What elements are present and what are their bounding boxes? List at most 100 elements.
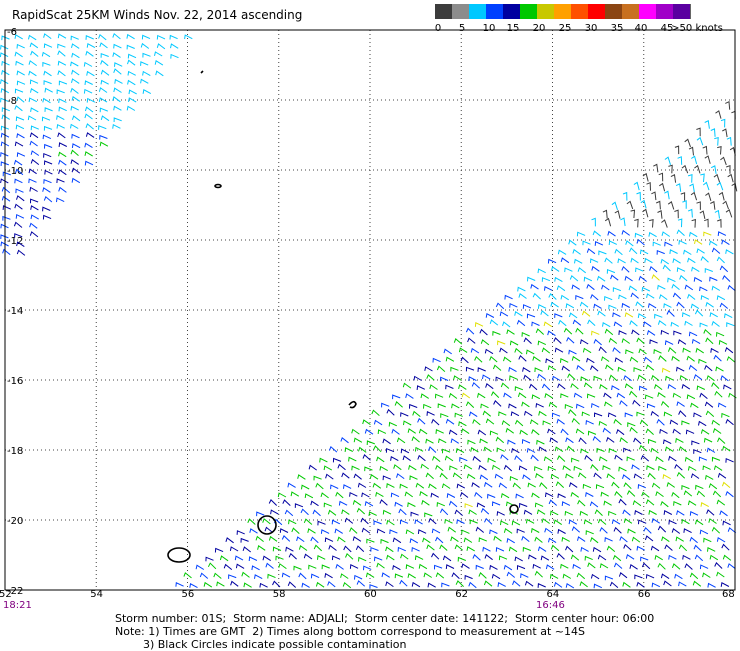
wind-barb — [517, 392, 527, 399]
wind-barb — [614, 491, 623, 498]
wind-barb — [585, 419, 594, 425]
wind-barb — [607, 230, 616, 237]
wind-barb — [630, 209, 636, 219]
wind-barb — [15, 124, 25, 130]
wind-barb — [639, 385, 648, 391]
wind-barb — [684, 284, 694, 291]
wind-barb — [692, 580, 702, 587]
wind-barb — [390, 456, 399, 462]
wind-barb — [345, 552, 354, 560]
wind-barb — [399, 483, 408, 489]
wind-barb — [490, 391, 500, 398]
wind-barb — [602, 465, 611, 470]
wind-barb — [645, 394, 654, 400]
wind-barb — [590, 258, 599, 264]
wind-barb — [508, 366, 517, 373]
wind-barb — [114, 62, 123, 67]
wind-barb — [376, 456, 385, 463]
wind-barb — [472, 455, 481, 463]
wind-barb — [706, 509, 715, 516]
wind-barb — [547, 330, 556, 337]
wind-barb — [569, 482, 578, 488]
wind-barb — [674, 209, 679, 219]
wind-barb — [522, 304, 532, 309]
wind-barb — [56, 89, 65, 95]
wind-barb — [489, 430, 499, 436]
wind-barb — [437, 403, 446, 409]
wind-barb — [29, 222, 38, 229]
wind-barb — [717, 231, 727, 236]
wind-barb — [594, 241, 604, 246]
wind-barb — [248, 556, 258, 562]
wind-barb — [369, 584, 378, 589]
colorbar-label: 40 — [634, 23, 648, 34]
wind-barb — [681, 519, 690, 525]
wind-barb — [442, 448, 451, 454]
wind-barb — [568, 409, 577, 416]
wind-barb — [531, 428, 540, 436]
wind-barb — [687, 500, 697, 506]
wind-barb — [300, 508, 309, 516]
wind-barb — [57, 50, 66, 57]
wind-barb — [16, 133, 25, 139]
wind-barb — [43, 152, 52, 158]
wind-barb — [565, 583, 575, 589]
wind-barb — [618, 498, 627, 506]
wind-barb — [230, 580, 239, 587]
wind-barb — [422, 537, 431, 544]
wind-barb — [14, 88, 24, 94]
wind-barb — [310, 536, 319, 544]
wind-barb — [560, 294, 569, 301]
wind-barb — [272, 580, 281, 588]
wind-barb — [461, 392, 471, 399]
wind-barb — [30, 150, 40, 156]
wind-barb — [535, 328, 545, 335]
wind-barb — [70, 123, 79, 129]
wind-barb — [335, 491, 344, 499]
wind-barb — [521, 331, 530, 337]
wind-barb — [577, 267, 587, 274]
wind-barb — [602, 209, 608, 219]
wind-barb — [411, 546, 420, 552]
wind-barb — [552, 375, 561, 381]
wind-barb — [689, 511, 699, 516]
wind-barb — [639, 249, 649, 255]
wind-barb — [678, 410, 687, 417]
wind-barb — [614, 454, 623, 461]
wind-barb — [537, 304, 547, 309]
wind-barb — [700, 295, 710, 300]
wind-barb — [84, 106, 94, 113]
wind-barb — [140, 42, 150, 49]
wind-barb — [572, 248, 581, 255]
wind-barb — [704, 155, 711, 164]
wind-barb — [691, 218, 696, 228]
island-reunion — [167, 547, 191, 563]
wind-barb — [517, 286, 526, 292]
wind-barb — [560, 563, 569, 569]
wind-barb — [641, 491, 650, 498]
wind-barb — [58, 186, 67, 193]
wind-barb — [385, 546, 394, 553]
wind-barb — [112, 123, 121, 129]
wind-barb — [413, 375, 422, 381]
wind-barb — [713, 173, 721, 183]
wind-barb — [714, 390, 723, 398]
wind-barb — [474, 491, 483, 499]
wind-barb — [71, 69, 80, 76]
wind-barb — [0, 79, 9, 85]
wind-barb — [717, 437, 726, 444]
wind-barb — [472, 554, 481, 561]
wind-barb — [492, 464, 501, 470]
wind-barb — [0, 151, 9, 157]
wind-barb — [713, 354, 722, 362]
wind-barb — [487, 457, 496, 463]
wind-barb — [373, 419, 383, 426]
wind-barb — [71, 167, 81, 174]
wind-barb — [29, 140, 38, 147]
wind-barb — [386, 483, 395, 488]
wind-barb — [634, 574, 643, 580]
island-mauritius — [257, 515, 277, 535]
wind-barb — [531, 527, 540, 533]
wind-barb — [317, 555, 326, 560]
wind-barb — [726, 322, 735, 327]
